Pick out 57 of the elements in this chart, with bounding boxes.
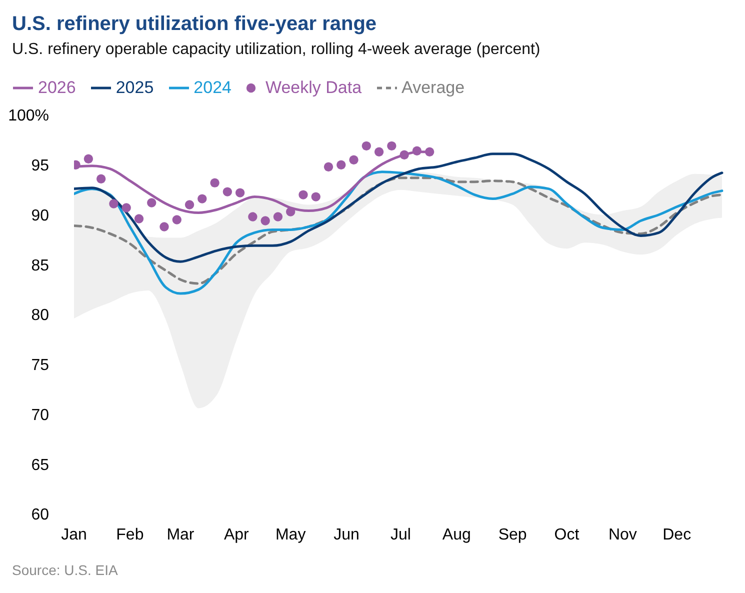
point [84,154,94,164]
y-tick-label: 100% [8,108,49,125]
legend-label: 2025 [116,78,154,98]
point [324,162,334,172]
point [248,212,258,222]
point [400,150,409,160]
point [286,207,296,216]
y-tick-label: 80 [31,307,50,324]
point [134,214,144,224]
point [210,178,220,188]
point [147,198,156,208]
point [109,199,118,208]
chart-subtitle: U.S. refinery operable capacity utilization, rolling 4-week average (percent) [12,40,540,60]
point [96,174,106,184]
source-note: Source: U.S. EIA [12,561,118,579]
y-tick-label: 85 [31,257,50,274]
x-tick-label: Jul [390,526,411,544]
point [260,216,270,226]
y-tick-label: 90 [31,207,50,224]
point [160,222,169,232]
point [412,146,422,156]
point [184,200,194,210]
y-tick-label: 70 [31,406,50,424]
x-tick-label: Feb [116,526,144,544]
point [273,212,283,222]
point [374,147,384,157]
x-tick-label: Nov [608,526,637,544]
x-tick-label: May [275,526,306,544]
point [198,194,207,204]
point [298,190,308,200]
legend-label: 2026 [38,78,76,98]
x-tick-label: Mar [166,526,195,544]
legend-label: Average [402,78,465,98]
point [349,155,358,164]
point [235,188,245,198]
point [172,215,182,224]
chart-title: U.S. refinery utilization five-year range [12,12,377,36]
y-tick-label: 95 [31,158,50,175]
point [362,141,371,151]
x-tick-label: Dec [662,526,692,544]
point [424,147,434,157]
point [122,203,131,212]
y-tick-label: 60 [31,506,50,524]
y-tick-label: 75 [31,357,50,374]
x-tick-label: Aug [442,526,471,544]
legend-label: 2024 [194,78,232,98]
x-tick-label: Apr [224,526,250,544]
x-tick-label: Sep [498,526,527,544]
x-tick-label: Jan [61,526,87,544]
point [336,160,346,170]
legend-label: Weekly Data [265,78,362,98]
point [222,187,232,196]
point [311,192,320,202]
point [387,141,396,151]
x-tick-label: Oct [554,526,580,544]
y-tick-label: 65 [31,456,50,474]
x-tick-label: Jun [334,526,360,544]
